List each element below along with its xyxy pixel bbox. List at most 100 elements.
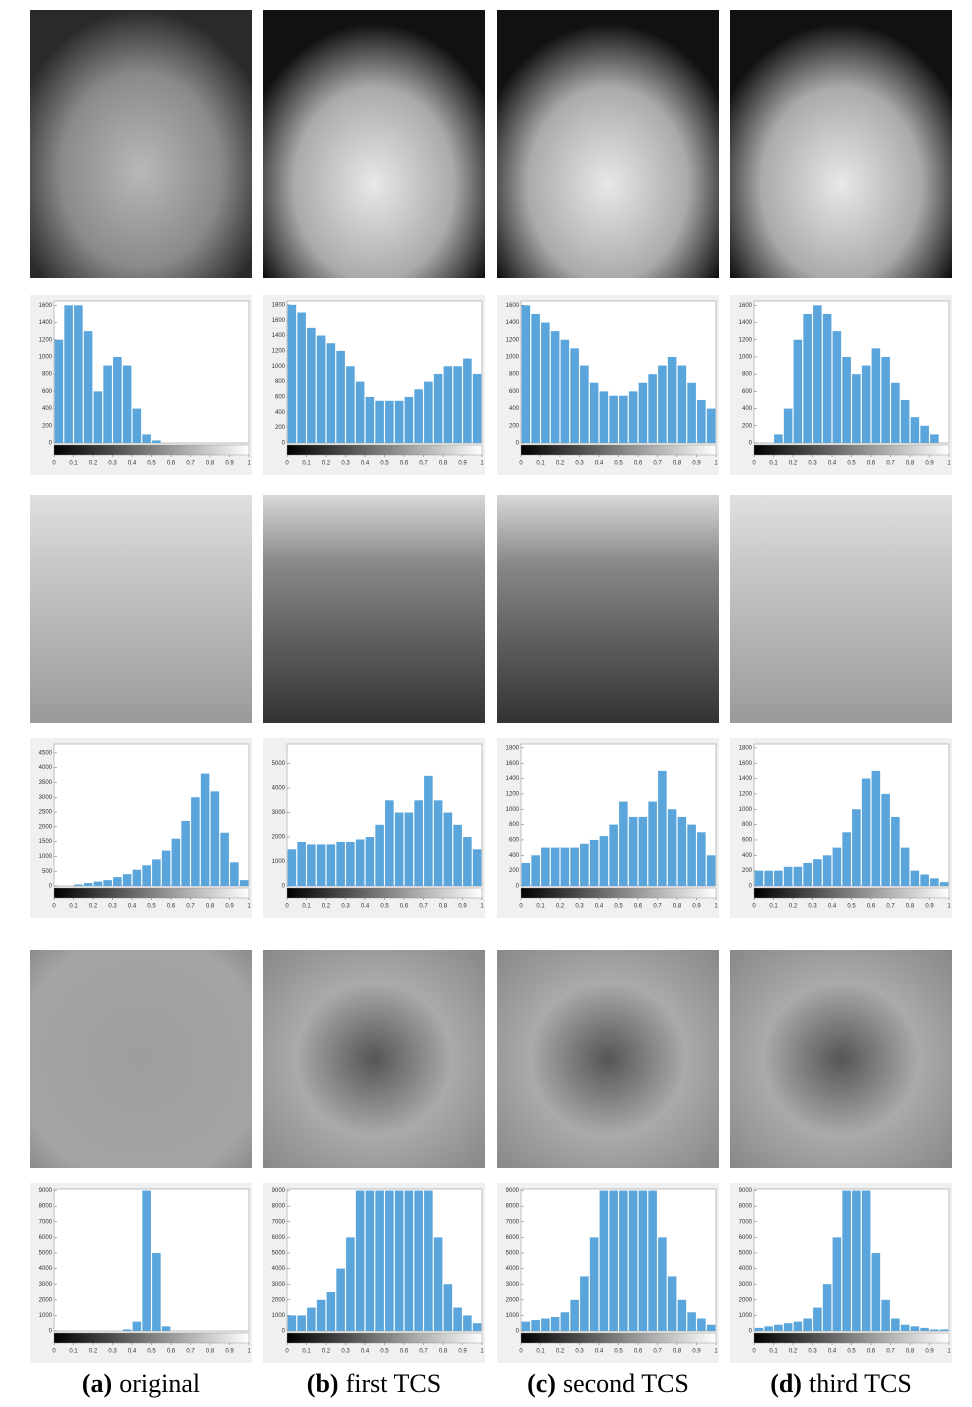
x-tick-label: 0 (519, 461, 523, 467)
photo (263, 950, 485, 1168)
hist-bar (638, 1190, 648, 1331)
hist-bar (939, 1329, 949, 1331)
y-tick-label: 1400 (739, 320, 753, 326)
y-tick-label: 1200 (739, 791, 753, 797)
x-tick-label: 0.1 (69, 1349, 78, 1355)
hist-bar (697, 832, 706, 886)
y-tick-label: 200 (742, 423, 753, 429)
y-tick-label: 1800 (272, 302, 286, 308)
y-tick-label: 0 (49, 884, 53, 890)
hist-bar (754, 1327, 764, 1331)
hist-bar (842, 1190, 851, 1331)
x-tick-label: 1 (247, 904, 251, 910)
x-tick-label: 0.2 (789, 461, 798, 467)
hist-bar (297, 1315, 306, 1331)
x-tick-label: 0.4 (128, 461, 137, 467)
hist-bar (900, 847, 910, 886)
hist-bar (132, 869, 142, 886)
x-tick-label: 1 (947, 1349, 951, 1355)
hist-bar (307, 844, 316, 886)
y-tick-label: 3000 (272, 1282, 286, 1288)
hist-bar (521, 1321, 531, 1331)
hist-bar (521, 305, 531, 443)
x-tick-label: 0.9 (925, 461, 934, 467)
hist-bar (628, 816, 638, 886)
photo (30, 950, 252, 1168)
x-tick-label: 0.9 (925, 904, 934, 910)
x-tick-label: 0.3 (108, 461, 117, 467)
hist-bar (122, 365, 132, 443)
x-tick-label: 0.6 (400, 1349, 409, 1355)
y-tick-label: 6000 (39, 1235, 53, 1241)
y-tick-label: 2000 (39, 824, 53, 830)
hist-bar (161, 850, 171, 886)
x-tick-label: 1 (714, 1349, 718, 1355)
hist-bar (550, 331, 560, 443)
hist-bar (822, 1284, 832, 1331)
hist-bar (667, 356, 677, 443)
x-tick-label: 0.5 (847, 1349, 856, 1355)
hist-bar (541, 322, 550, 443)
hist-bar (852, 374, 861, 443)
hist-bar (852, 809, 861, 886)
x-tick-label: 0.5 (147, 1349, 156, 1355)
x-tick-label: 0.8 (673, 1349, 682, 1355)
hist-bar (599, 391, 609, 443)
x-tick-label: 0.4 (828, 904, 837, 910)
hist-bar (113, 877, 122, 886)
x-tick-label: 0.2 (789, 904, 798, 910)
hist-bar (580, 843, 589, 886)
hist-bar (463, 358, 472, 443)
hist-bar (453, 366, 462, 443)
x-tick-label: 0.1 (769, 461, 778, 467)
caption-label: (d) (770, 1369, 802, 1398)
hist-bar (920, 1327, 929, 1331)
y-tick-label: 0 (282, 884, 286, 890)
hist-bar (813, 305, 822, 443)
plot-area (286, 1188, 483, 1332)
hist-bar (783, 1323, 793, 1331)
x-tick-label: 0.3 (575, 461, 584, 467)
x-tick-label: 0.8 (439, 904, 448, 910)
photo (730, 10, 952, 278)
hist-bar (658, 365, 667, 443)
hist-bar (609, 395, 618, 443)
hist-bar (220, 832, 229, 886)
y-tick-label: 0 (282, 1329, 286, 1335)
hist-bar (74, 305, 83, 443)
photo (730, 495, 952, 723)
hist-bar (891, 382, 900, 443)
x-tick-label: 0 (519, 904, 523, 910)
hist-bar (871, 770, 881, 886)
y-tick-label: 1600 (39, 303, 53, 309)
hist-bar (346, 1237, 355, 1331)
y-tick-label: 1200 (39, 337, 53, 343)
hist-bar (891, 1318, 900, 1331)
hist-bar (570, 1299, 579, 1331)
y-tick-label: 3000 (506, 1282, 520, 1288)
x-tick-label: 0.1 (69, 904, 78, 910)
x-tick-label: 0.8 (673, 461, 682, 467)
hist-bar (404, 396, 414, 443)
hist-bar (832, 1237, 842, 1331)
x-tick-label: 0.8 (206, 461, 215, 467)
hist-bar (599, 1190, 609, 1331)
y-tick-label: 5000 (272, 761, 286, 767)
y-tick-label: 2000 (272, 1297, 286, 1303)
x-tick-label: 0.5 (380, 1349, 389, 1355)
colorbar (520, 444, 717, 456)
plot-area (753, 1188, 950, 1332)
hist-bar (861, 778, 871, 886)
hist-bar (297, 312, 306, 443)
hist-bar (355, 1190, 365, 1331)
plot-area (520, 1188, 717, 1332)
x-tick-label: 0.8 (206, 904, 215, 910)
hist-bar (181, 820, 190, 886)
y-tick-label: 400 (742, 406, 753, 412)
hist-bar (774, 1324, 783, 1331)
y-tick-label: 2000 (739, 1297, 753, 1303)
y-tick-label: 1000 (39, 854, 53, 860)
hist-bar (453, 1307, 462, 1331)
x-tick-label: 0.6 (867, 1349, 876, 1355)
